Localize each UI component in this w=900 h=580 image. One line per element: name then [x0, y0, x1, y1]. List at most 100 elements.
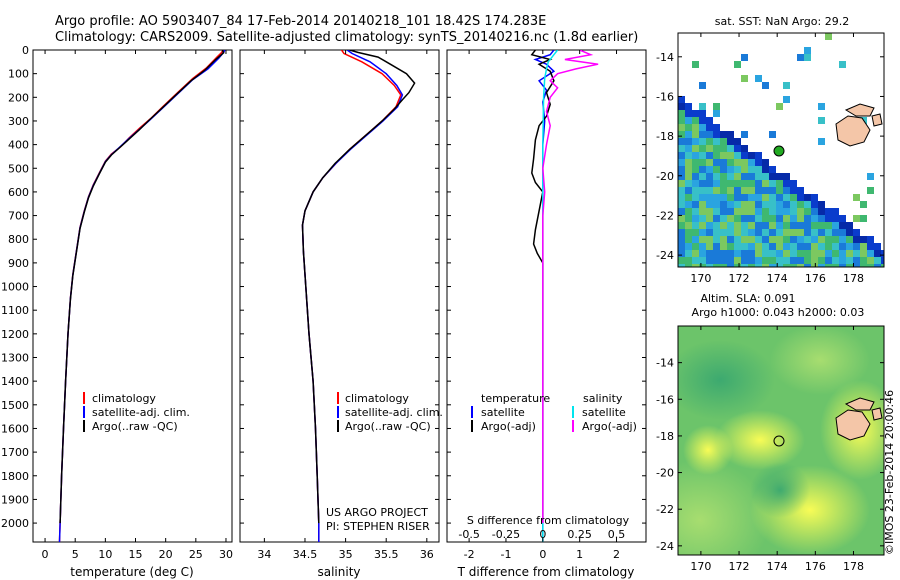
sst-cell	[741, 201, 748, 208]
sst-cell	[776, 201, 783, 208]
map-y-tick-label: -14	[656, 51, 674, 64]
sst-cell	[762, 208, 769, 215]
sst-cell	[699, 194, 706, 201]
sst-cell	[678, 257, 685, 264]
sst-cell	[741, 131, 748, 138]
sst-cell	[762, 243, 769, 250]
sst-cell	[720, 215, 727, 222]
sst-cell	[825, 33, 832, 40]
sst-cell	[818, 103, 825, 110]
sst-cell	[748, 201, 755, 208]
sst-cell	[804, 208, 811, 215]
sst-cell	[846, 243, 853, 250]
x-tick-label: 36	[420, 548, 434, 561]
sst-cell	[678, 222, 685, 229]
sst-cell	[692, 152, 699, 159]
sst-cell	[783, 180, 790, 187]
sst-cell	[685, 138, 692, 145]
sst-cell	[762, 82, 769, 89]
sst-cell	[776, 236, 783, 243]
sst-cell	[678, 124, 685, 131]
sst-cell	[762, 187, 769, 194]
sla-field-patch	[683, 425, 733, 475]
sst-cell	[685, 131, 692, 138]
sst-cell	[762, 264, 769, 267]
sst-cell	[727, 180, 734, 187]
sst-cell	[818, 117, 825, 124]
y-tick-label: 200	[8, 91, 29, 104]
legend-title-salinity: salinity	[583, 392, 623, 405]
y-tick-label: 1400	[1, 375, 29, 388]
sst-cell	[727, 222, 734, 229]
sst-cell	[699, 222, 706, 229]
map-y-tick-label: -20	[656, 467, 674, 480]
map-x-tick-label: 170	[690, 560, 711, 573]
sst-cell	[867, 243, 874, 250]
sst-cell	[825, 222, 832, 229]
sst-cell	[692, 250, 699, 257]
sst-cell	[769, 173, 776, 180]
sst-cell	[797, 215, 804, 222]
map-y-tick-label: -24	[656, 540, 674, 553]
map-x-tick-label: 176	[805, 272, 826, 285]
sst-cell	[692, 194, 699, 201]
sst-cell	[783, 208, 790, 215]
sla-map-panel: Altim. SLA: 0.091 Argo h1000: 0.043 h200…	[656, 292, 885, 573]
sst-cell	[685, 166, 692, 173]
sst-cell	[776, 194, 783, 201]
sst-cell	[783, 187, 790, 194]
sst-cell	[706, 208, 713, 215]
sst-map-panel: sat. SST: NaN Argo: 29.2 170 172 174 176 178…	[656, 15, 885, 285]
fiji-island-north	[844, 103, 875, 117]
sst-cell	[734, 145, 741, 152]
sst-cell	[678, 159, 685, 166]
x-tick-label: 10	[98, 548, 112, 561]
sst-cell	[762, 166, 769, 173]
sst-cell	[713, 201, 720, 208]
sst-cell	[678, 208, 685, 215]
sst-cell	[713, 222, 720, 229]
sst-cell	[783, 222, 790, 229]
sst-cell	[832, 236, 839, 243]
sst-cell	[748, 229, 755, 236]
sst-cell	[853, 243, 860, 250]
sst-cell	[699, 131, 706, 138]
sst-cell	[713, 180, 720, 187]
sst-cell	[839, 243, 846, 250]
sst-cell	[734, 180, 741, 187]
sst-cell	[720, 187, 727, 194]
sst-cell	[734, 222, 741, 229]
sst-cell	[741, 145, 748, 152]
sst-cell	[818, 243, 825, 250]
sla-field-patch	[678, 340, 775, 420]
salinity-plot-frame	[239, 49, 440, 543]
sst-cell	[755, 229, 762, 236]
sst-cell	[678, 131, 685, 138]
sst-cell	[727, 166, 734, 173]
sst-cell	[804, 215, 811, 222]
map-y-tick-label: -22	[656, 209, 674, 222]
page-title-line1: Argo profile: AO 5903407_84 17-Feb-2014 …	[55, 14, 547, 29]
legend-label-s-satellite: satellite	[582, 406, 626, 419]
imos-timestamp: ©IMOS 23-Feb-2014 20:00:46	[883, 390, 896, 555]
sst-cell	[762, 229, 769, 236]
sst-cell	[804, 201, 811, 208]
sst-cell	[713, 124, 720, 131]
x-tick-label: -2	[464, 548, 475, 561]
y-tick-label: 400	[8, 139, 29, 152]
sst-cell	[811, 257, 818, 264]
sst-cell	[720, 264, 727, 267]
sst-cell	[699, 166, 706, 173]
sst-cell	[769, 187, 776, 194]
sst-cell	[755, 173, 762, 180]
sst-cell	[692, 236, 699, 243]
sst-cell	[692, 173, 699, 180]
sst-cell	[727, 229, 734, 236]
sst-cell	[776, 229, 783, 236]
y-tick-label: 1000	[1, 281, 29, 294]
sst-cell	[867, 264, 874, 267]
sst-cell	[748, 166, 755, 173]
y-tick-label: 1600	[1, 422, 29, 435]
sst-cell	[748, 194, 755, 201]
